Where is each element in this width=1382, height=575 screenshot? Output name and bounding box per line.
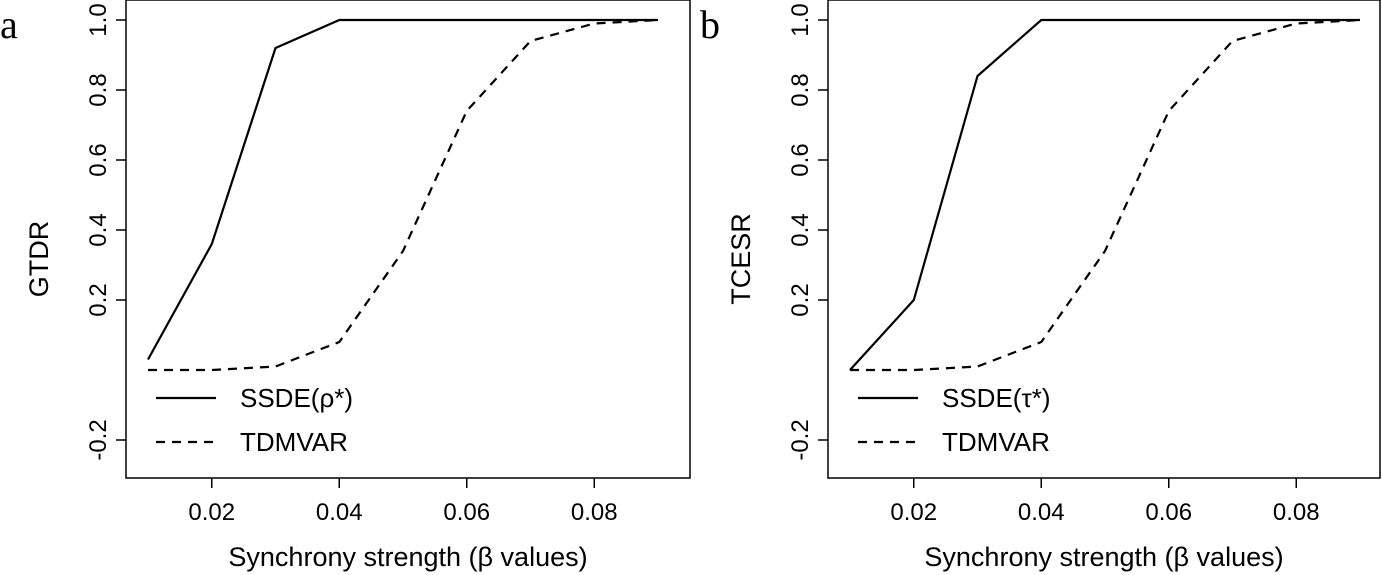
- y-tick-label: -0.2: [787, 419, 814, 460]
- chart-panel-b: b -0.2 0.2 0.4 0.6 0.8 1.0 0.02 0.04 0.06 0.08 Sync…: [700, 0, 1381, 572]
- y-tick-label: 1.0: [787, 3, 814, 36]
- x-tick-label: 0.02: [188, 499, 235, 526]
- x-tick-label: 0.04: [1018, 499, 1065, 526]
- series-line-ssde: [849, 18, 1360, 371]
- y-tick-label: 0.2: [85, 283, 112, 316]
- y-tick-label: 0.6: [787, 143, 814, 176]
- y-tick-label: -0.2: [85, 419, 112, 460]
- legend-label: TDMVAR: [942, 427, 1050, 457]
- legend-label: SSDE(ρ*): [240, 383, 353, 413]
- legend-label: TDMVAR: [240, 427, 348, 457]
- legend: SSDE(ρ*) TDMVAR: [156, 383, 353, 457]
- x-tick-label: 0.02: [890, 499, 937, 526]
- series-line-tdmvar: [850, 18, 1361, 372]
- x-tick-label: 0.06: [1145, 499, 1192, 526]
- y-tick-label: 0.8: [787, 73, 814, 106]
- y-tick-label: 0.6: [85, 143, 112, 176]
- x-tick-label: 0.06: [443, 499, 490, 526]
- x-tick-label: 0.08: [571, 499, 618, 526]
- y-axis-title: TCESR: [726, 213, 756, 305]
- panel-label: a: [0, 2, 18, 47]
- series-line-tdmvar: [148, 18, 659, 372]
- x-tick-label: 0.08: [1273, 499, 1320, 526]
- y-tick-label: 0.4: [787, 213, 814, 246]
- panel-label: b: [700, 2, 720, 47]
- y-axis-title: GTDR: [24, 221, 54, 298]
- y-tick-label: 0.2: [787, 283, 814, 316]
- x-tick-label: 0.04: [316, 499, 363, 526]
- x-axis-title: Synchrony strength (β values): [924, 542, 1283, 572]
- y-tick-label: 1.0: [85, 3, 112, 36]
- y-tick-label: 0.4: [85, 213, 112, 246]
- legend: SSDE(τ*) TDMVAR: [858, 383, 1051, 457]
- x-axis-title: Synchrony strength (β values): [228, 542, 587, 572]
- y-tick-label: 0.8: [85, 73, 112, 106]
- series-line-ssde: [147, 18, 658, 361]
- plot-frame: [125, 0, 691, 479]
- plot-frame: [827, 0, 1381, 479]
- legend-label: SSDE(τ*): [942, 383, 1051, 413]
- chart-panel-a: a -0.2 0.2 0.4 0.6 0.8 1.0 0.02 0.04 0.06 0.08 Sync…: [0, 0, 691, 572]
